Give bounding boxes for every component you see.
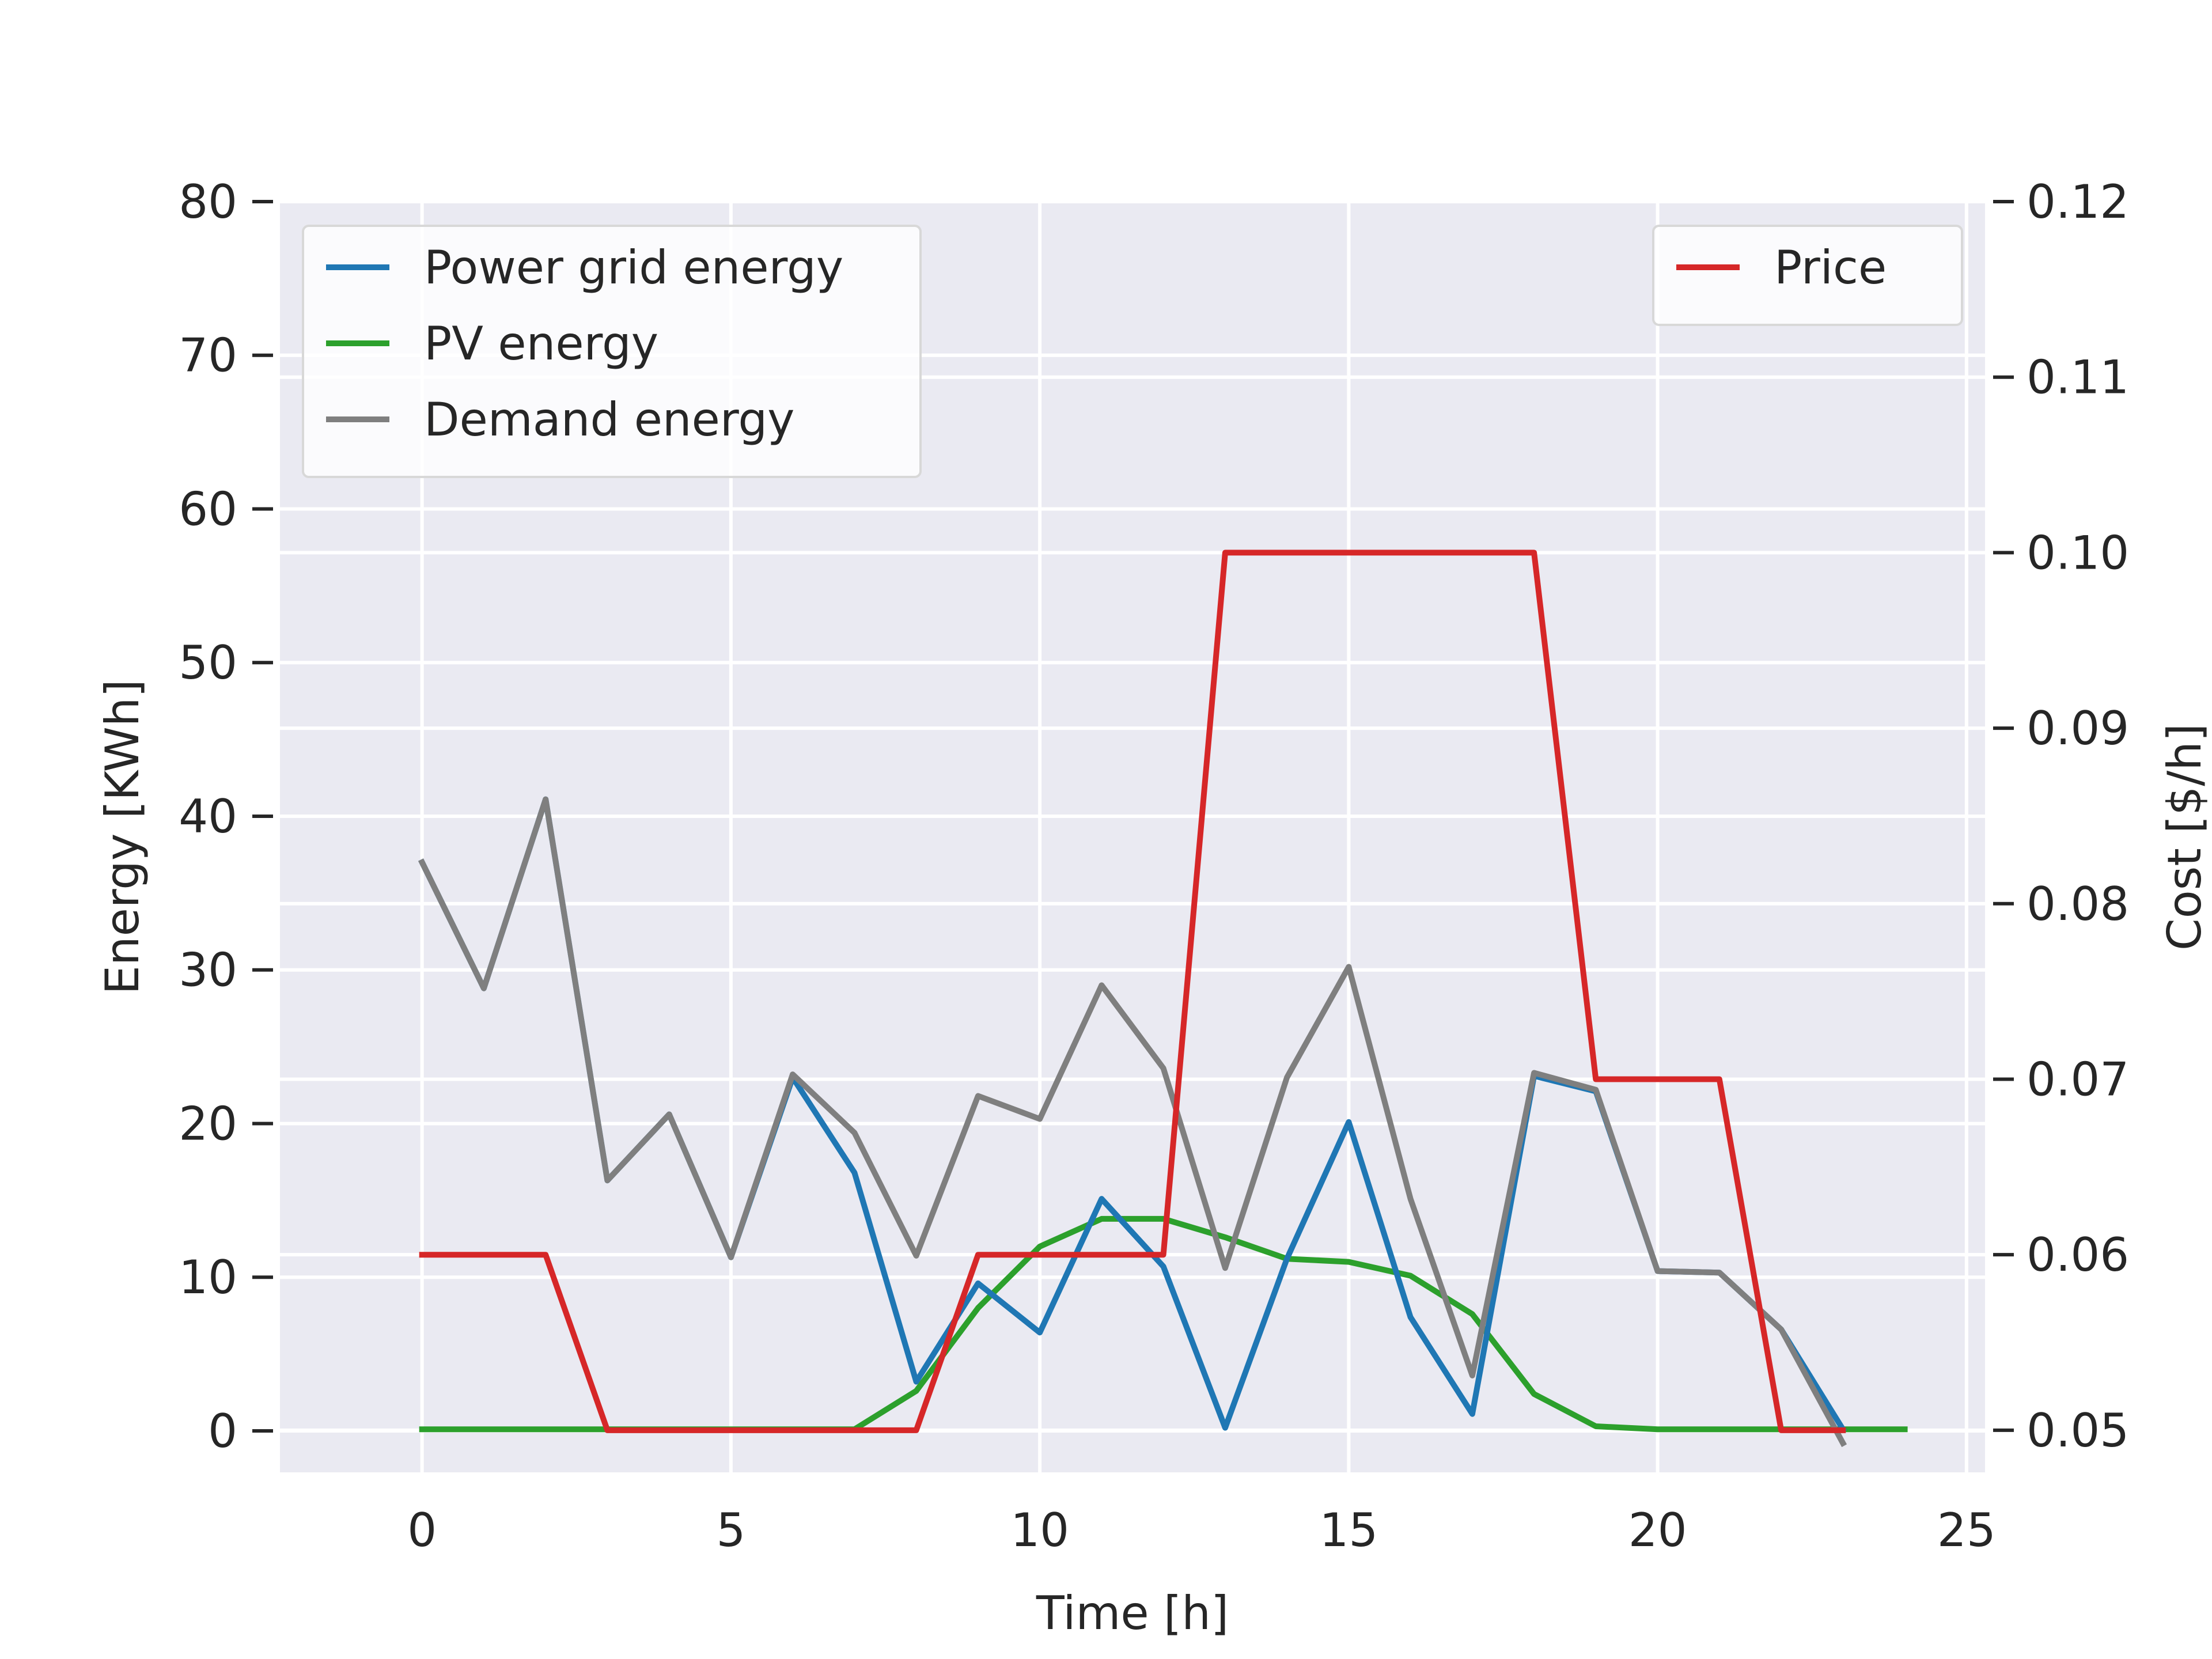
x-axis-label: Time [h] — [1036, 1586, 1229, 1640]
y-tick-label-right: 0.12 — [2027, 175, 2129, 229]
y-axis-label-right: Cost [$/h] — [2158, 724, 2211, 950]
y-tick-label-right: 0.11 — [2027, 351, 2129, 404]
series-lines — [418, 550, 1908, 1448]
y-tick-label-right: 0.05 — [2027, 1404, 2129, 1457]
y-tick-label-left: 50 — [179, 636, 237, 690]
legend-box — [302, 225, 922, 478]
series-line-price — [419, 550, 1846, 1433]
legend-label: Demand energy — [424, 393, 794, 446]
x-tick-label: 10 — [1010, 1503, 1069, 1557]
legend-label: PV energy — [424, 317, 658, 370]
x-tick-label: 5 — [716, 1503, 745, 1557]
y-tick-label-left: 40 — [179, 790, 237, 843]
grid-lines — [280, 200, 1985, 1472]
x-tick-label: 20 — [1628, 1503, 1687, 1557]
y-tick-label-left: 30 — [179, 944, 237, 997]
x-tick-label: 15 — [1319, 1503, 1378, 1557]
legend-label: Power grid energy — [424, 241, 843, 294]
x-tick-label: 25 — [1937, 1503, 1996, 1557]
legend-box — [1652, 225, 1963, 326]
y-tick-label-left: 70 — [179, 329, 237, 382]
legend-label: Price — [1774, 241, 1887, 294]
series-line-demand-energy — [418, 796, 1847, 1448]
y-tick-label-right: 0.07 — [2027, 1052, 2129, 1106]
y-tick-label-left: 60 — [179, 482, 237, 536]
x-tick-label: 0 — [407, 1503, 437, 1557]
legend-energy: Power grid energy PV energy Demand energy — [302, 225, 922, 478]
y-tick-label-right: 0.08 — [2027, 877, 2129, 931]
y-axis-label-left: Energy [KWh] — [96, 679, 149, 994]
y-tick-label-left: 20 — [179, 1097, 237, 1150]
y-tick-label-left: 10 — [179, 1251, 237, 1304]
y-tick-label-right: 0.06 — [2027, 1228, 2129, 1282]
axes: 0 5 10 15 20 25 0 10 20 30 40 50 60 70 80 0.05 0.06 0.07 0… — [179, 175, 2129, 1557]
legend-price: Price — [1652, 225, 1963, 326]
y-tick-label-left: 80 — [179, 175, 237, 229]
y-tick-label-right: 0.09 — [2027, 702, 2129, 755]
y-tick-label-right: 0.10 — [2027, 526, 2129, 579]
y-tick-label-left: 0 — [208, 1404, 237, 1458]
